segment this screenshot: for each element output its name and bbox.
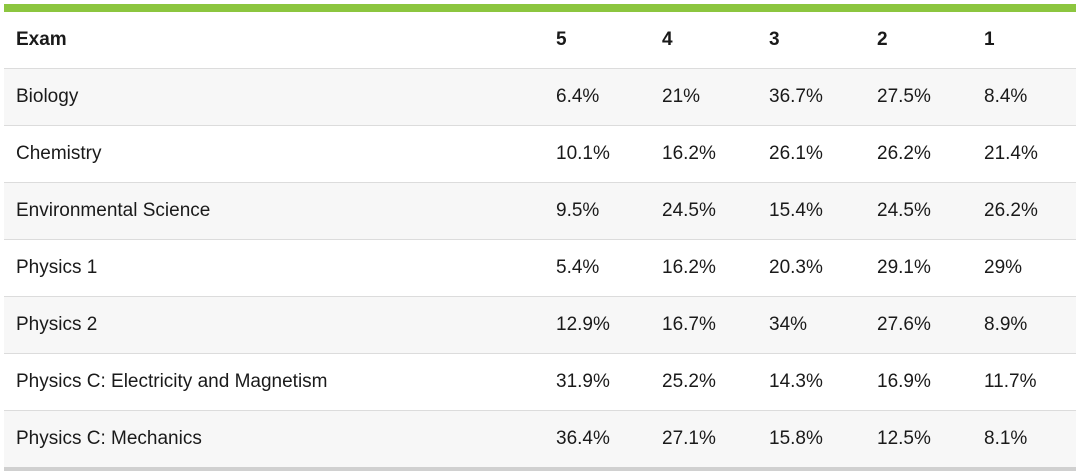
percent-score-5: 5.4% (556, 239, 662, 297)
table-body: Biology 6.4% 21% 36.7% 27.5% 8.4% Chemis… (4, 68, 1076, 471)
score-distribution-table: Exam 5 4 3 2 1 Biology 6.4% 21% 36.7% 27… (4, 12, 1076, 471)
exam-name: Physics C: Electricity and Magnetism (4, 353, 556, 411)
percent-score-1: 29% (984, 239, 1076, 297)
accent-top-bar (4, 4, 1076, 12)
percent-score-1: 8.1% (984, 410, 1076, 471)
header-score-4: 4 (662, 12, 769, 69)
exam-name: Physics 2 (4, 296, 556, 354)
percent-score-3: 36.7% (769, 68, 877, 126)
exam-name: Chemistry (4, 125, 556, 183)
percent-score-5: 6.4% (556, 68, 662, 126)
table-header: Exam 5 4 3 2 1 (4, 12, 1076, 69)
percent-score-1: 8.4% (984, 68, 1076, 126)
percent-score-3: 15.4% (769, 182, 877, 240)
percent-score-5: 31.9% (556, 353, 662, 411)
percent-score-3: 34% (769, 296, 877, 354)
exam-name: Environmental Science (4, 182, 556, 240)
percent-score-5: 12.9% (556, 296, 662, 354)
percent-score-3: 15.8% (769, 410, 877, 471)
percent-score-2: 26.2% (877, 125, 984, 183)
percent-score-5: 10.1% (556, 125, 662, 183)
percent-score-4: 21% (662, 68, 769, 126)
header-exam: Exam (4, 12, 556, 69)
table-row: Chemistry 10.1% 16.2% 26.1% 26.2% 21.4% (4, 125, 1076, 183)
percent-score-4: 27.1% (662, 410, 769, 471)
table-row: Biology 6.4% 21% 36.7% 27.5% 8.4% (4, 68, 1076, 126)
header-score-3: 3 (769, 12, 877, 69)
percent-score-4: 24.5% (662, 182, 769, 240)
percent-score-1: 8.9% (984, 296, 1076, 354)
table-row: Environmental Science 9.5% 24.5% 15.4% 2… (4, 182, 1076, 240)
percent-score-1: 21.4% (984, 125, 1076, 183)
percent-score-2: 16.9% (877, 353, 984, 411)
exam-name: Physics 1 (4, 239, 556, 297)
percent-score-4: 16.7% (662, 296, 769, 354)
percent-score-2: 24.5% (877, 182, 984, 240)
percent-score-1: 26.2% (984, 182, 1076, 240)
header-score-5: 5 (556, 12, 662, 69)
table-row: Physics 1 5.4% 16.2% 20.3% 29.1% 29% (4, 239, 1076, 297)
exam-name: Physics C: Mechanics (4, 410, 556, 471)
percent-score-1: 11.7% (984, 353, 1076, 411)
percent-score-5: 9.5% (556, 182, 662, 240)
percent-score-5: 36.4% (556, 410, 662, 471)
header-score-1: 1 (984, 12, 1076, 69)
percent-score-4: 16.2% (662, 125, 769, 183)
percent-score-3: 26.1% (769, 125, 877, 183)
percent-score-4: 25.2% (662, 353, 769, 411)
header-score-2: 2 (877, 12, 984, 69)
percent-score-3: 20.3% (769, 239, 877, 297)
percent-score-2: 12.5% (877, 410, 984, 471)
table-row: Physics C: Electricity and Magnetism 31.… (4, 353, 1076, 411)
table-row: Physics 2 12.9% 16.7% 34% 27.6% 8.9% (4, 296, 1076, 354)
percent-score-2: 29.1% (877, 239, 984, 297)
exam-name: Biology (4, 68, 556, 126)
percent-score-3: 14.3% (769, 353, 877, 411)
percent-score-4: 16.2% (662, 239, 769, 297)
percent-score-2: 27.5% (877, 68, 984, 126)
header-row: Exam 5 4 3 2 1 (4, 12, 1076, 69)
table-row: Physics C: Mechanics 36.4% 27.1% 15.8% 1… (4, 410, 1076, 471)
percent-score-2: 27.6% (877, 296, 984, 354)
